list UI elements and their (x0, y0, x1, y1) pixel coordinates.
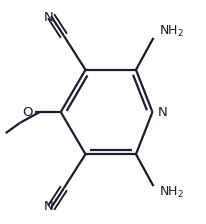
Text: N: N (44, 200, 54, 213)
Text: NH$_2$: NH$_2$ (159, 185, 184, 200)
Text: O: O (22, 106, 33, 118)
Text: N: N (44, 11, 54, 24)
Text: N: N (158, 106, 168, 118)
Text: NH$_2$: NH$_2$ (159, 24, 184, 39)
